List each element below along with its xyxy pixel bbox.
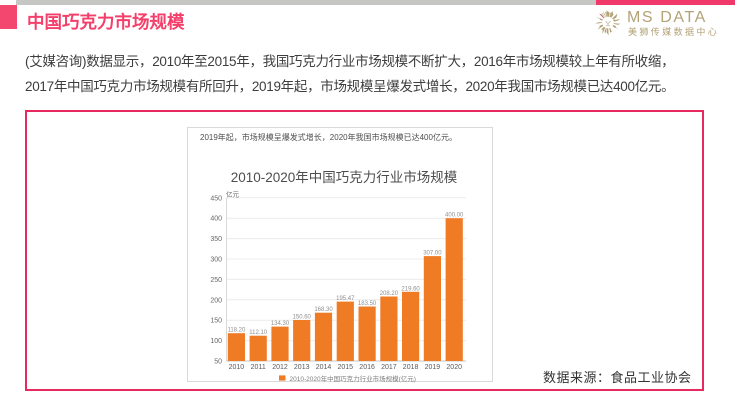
svg-text:112.10: 112.10	[249, 330, 268, 336]
svg-text:400.00: 400.00	[445, 213, 464, 219]
svg-text:400: 400	[210, 216, 222, 223]
svg-text:2010: 2010	[229, 364, 245, 371]
svg-text:208.20: 208.20	[380, 291, 399, 297]
svg-text:2018: 2018	[403, 364, 419, 371]
svg-text:2017: 2017	[381, 364, 397, 371]
svg-text:2010-2020年中国巧克力行业市场规模(亿元): 2010-2020年中国巧克力行业市场规模(亿元)	[290, 374, 416, 383]
svg-text:亿元: 亿元	[226, 189, 240, 198]
svg-text:50: 50	[214, 359, 222, 366]
svg-text:118.20: 118.20	[227, 328, 246, 334]
svg-text:2012: 2012	[272, 364, 288, 371]
svg-text:2015: 2015	[338, 364, 354, 371]
svg-text:2020: 2020	[446, 364, 462, 371]
svg-text:2016: 2016	[359, 364, 375, 371]
svg-text:219.60: 219.60	[401, 286, 420, 292]
svg-text:183.50: 183.50	[358, 301, 377, 307]
svg-text:2011: 2011	[251, 364, 266, 371]
svg-text:350: 350	[210, 236, 222, 243]
svg-text:307.00: 307.00	[423, 251, 442, 257]
svg-text:100: 100	[210, 338, 222, 345]
svg-text:300: 300	[210, 257, 222, 264]
svg-text:168.30: 168.30	[314, 307, 333, 313]
svg-text:195.47: 195.47	[336, 296, 355, 302]
svg-text:450: 450	[210, 195, 222, 202]
svg-text:150.60: 150.60	[293, 315, 312, 321]
svg-text:2019: 2019	[425, 364, 441, 371]
svg-text:150: 150	[210, 318, 222, 325]
svg-text:134.30: 134.30	[271, 321, 290, 327]
svg-text:200: 200	[210, 297, 222, 304]
svg-text:2013: 2013	[294, 364, 310, 371]
svg-text:2014: 2014	[316, 364, 332, 371]
svg-text:250: 250	[210, 277, 222, 284]
